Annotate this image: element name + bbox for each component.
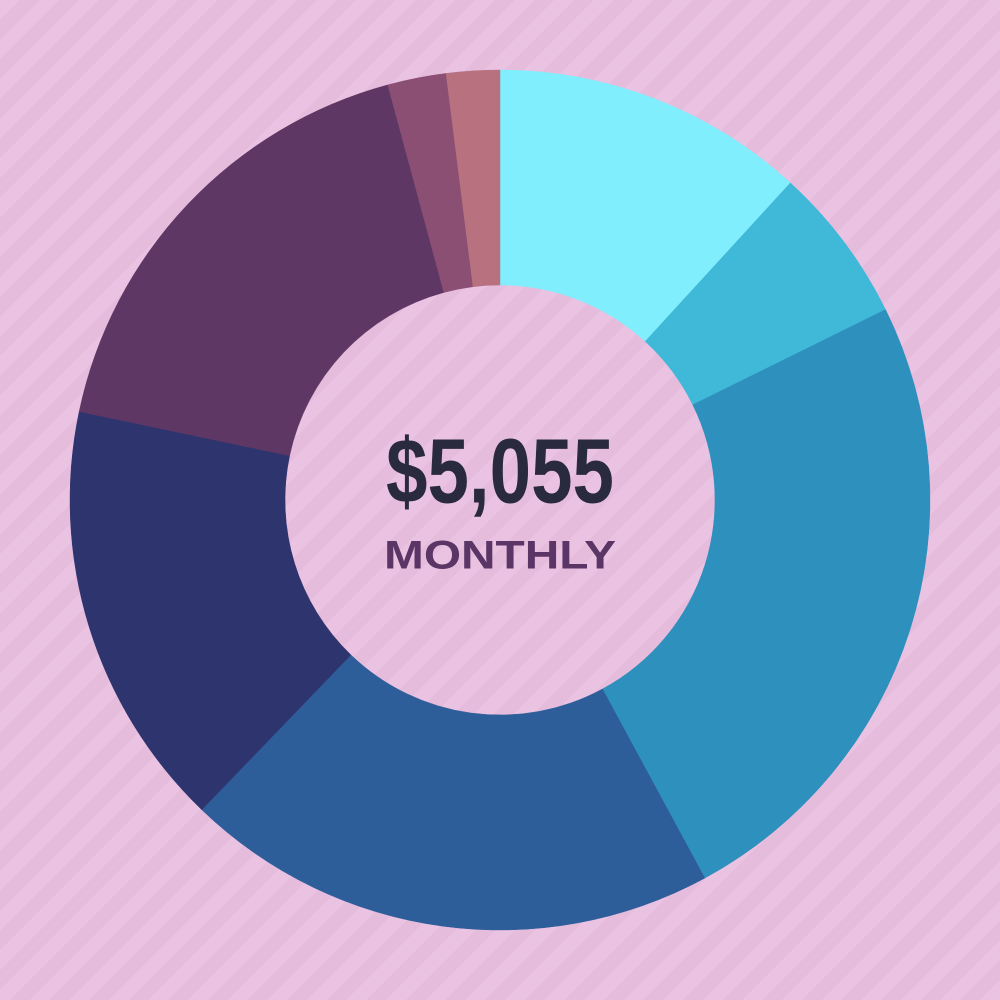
slice [201,654,706,931]
donut [69,69,931,931]
slice [499,69,791,342]
center-label: $5,055 [386,420,614,522]
slice [78,84,445,457]
slice [602,309,931,879]
slice [445,69,501,287]
center-sublabel: MONTHLY [384,534,616,578]
slice [69,411,352,811]
